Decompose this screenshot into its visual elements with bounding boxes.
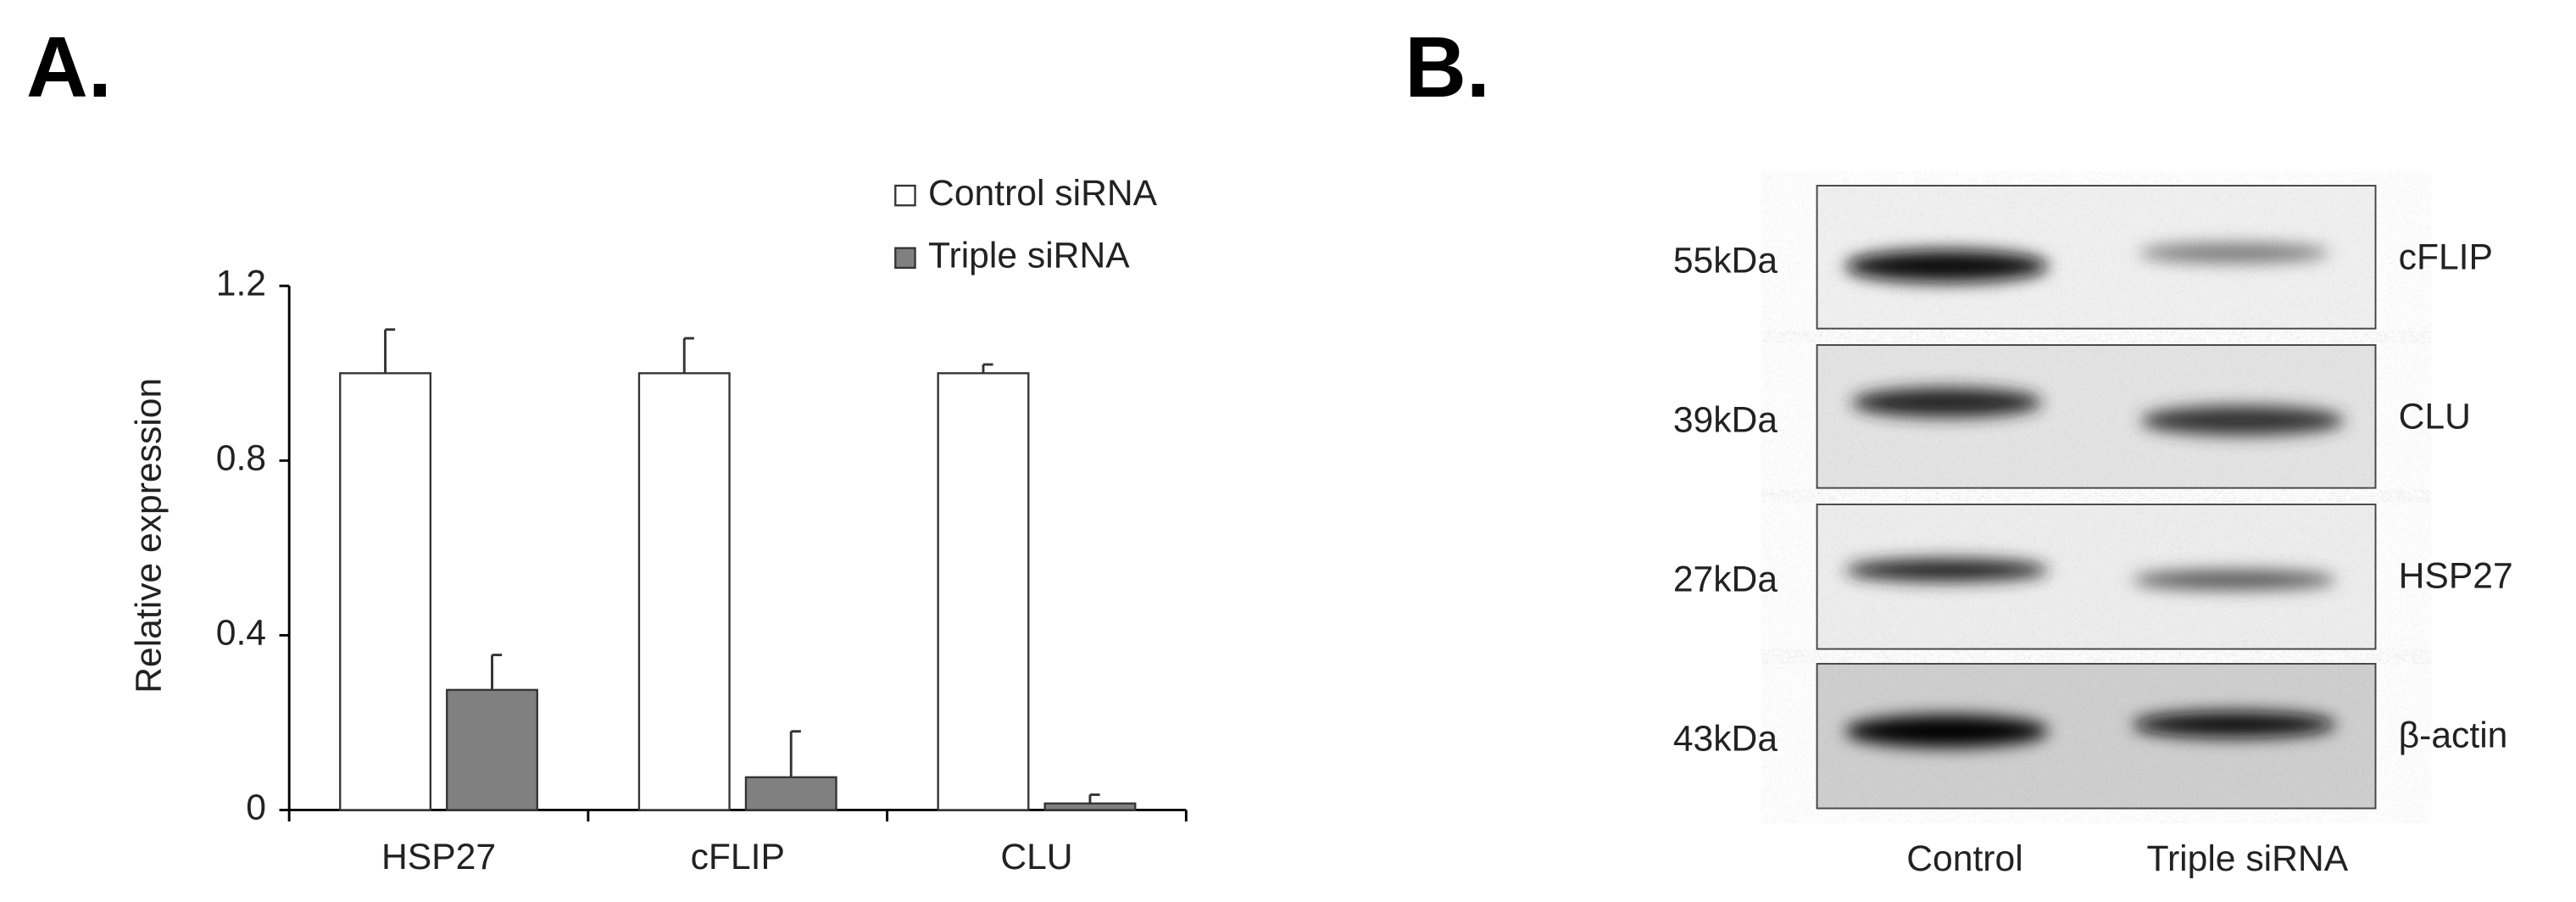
lane-label: Control [1906,838,2022,879]
x-tick-label: cFLIP [691,837,785,877]
weight-label: 27kDa [1673,559,1778,599]
panel-label: B. [1405,20,1490,115]
bar [339,372,431,811]
bar [937,372,1030,811]
protein-label: HSP27 [2399,555,2513,596]
protein-label: β-actin [2399,715,2508,755]
protein-label: cFLIP [2399,237,2493,277]
x-tick-label: HSP27 [381,837,496,877]
western-blot [1816,185,2377,810]
y-tick-label: 0 [246,788,266,828]
y-tick-label: 0.8 [216,438,266,479]
x-tick-label: CLU [1000,837,1072,877]
legend-swatch [894,184,916,207]
bar [744,776,837,811]
blot-strip [1816,185,2377,330]
bar [637,372,731,811]
weight-label: 55kDa [1673,240,1778,281]
legend-label: Control siRNA [928,173,1158,214]
y-tick-label: 1.2 [216,263,266,303]
blot-strip [1816,344,2377,489]
y-tick-label: 0.4 [216,613,266,654]
protein-label: CLU [2399,396,2471,437]
lane-label: Triple siRNA [2147,838,2349,879]
y-axis-label: Relative expression [129,378,170,693]
weight-label: 39kDa [1673,399,1778,440]
legend-swatch [894,247,916,270]
blot-strip [1816,504,2377,650]
panel-label: A. [26,20,112,115]
bar [1043,802,1137,811]
weight-label: 43kDa [1673,718,1778,759]
bar [446,688,538,811]
blot-strip [1816,663,2377,810]
legend-label: Triple siRNA [928,236,1130,276]
